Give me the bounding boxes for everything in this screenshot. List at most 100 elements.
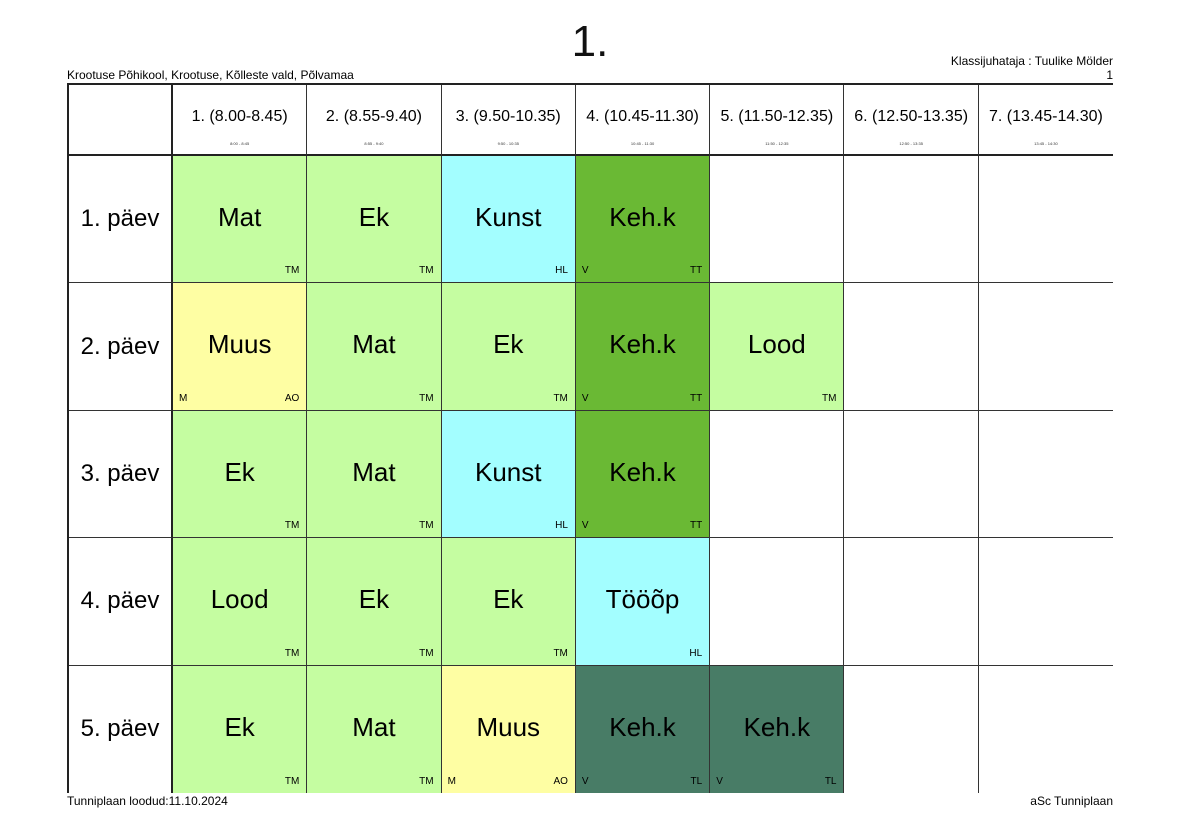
lesson-subject: Ek <box>224 711 255 742</box>
lesson-subject: Ek <box>358 584 390 615</box>
period-header: 7. (13.45-14.30) 13:45 - 14:30 <box>978 85 1114 156</box>
lesson-teacher: HL <box>689 647 703 659</box>
lesson-cell: Tööõp HL <box>575 538 711 666</box>
lesson-cell: Kunst HL <box>441 156 576 284</box>
lesson-cell: Muus M AO <box>173 283 308 411</box>
lesson-cell: Ek TM <box>173 665 308 793</box>
lesson-teacher: HL <box>555 265 568 277</box>
lesson-teacher: TL <box>824 775 837 787</box>
period-label: 6. (12.50-13.35) <box>854 108 969 125</box>
period-header: 3. (9.50-10.35) 9:50 - 10:35 <box>441 85 576 156</box>
day-label: 4. päev <box>80 587 160 615</box>
lesson-cell: Ek TM <box>307 538 442 666</box>
period-time-small: 9:50 - 10:35 <box>497 141 519 146</box>
day-label: 3. päev <box>80 459 160 487</box>
lesson-subject: Muus <box>207 329 272 360</box>
lesson-subject: Keh.k <box>609 202 676 232</box>
lesson-subject: Lood <box>747 329 806 360</box>
lesson-cell: Muus M AO <box>441 665 576 793</box>
lesson-teacher: HL <box>555 520 568 532</box>
empty-slot <box>844 410 979 539</box>
lesson-subject: Mat <box>217 202 262 232</box>
lesson-teacher: TM <box>822 392 837 404</box>
period-time-small: 10:45 - 11:30 <box>630 141 655 146</box>
lesson-teacher: TM <box>284 775 300 787</box>
period-header: 6. (12.50-13.35) 12:50 - 13:35 <box>844 85 979 156</box>
page-number: 1 <box>1106 68 1113 82</box>
empty-slot <box>710 410 845 539</box>
lesson-teacher: TM <box>419 520 434 532</box>
page-title: 1. <box>571 17 609 66</box>
lesson-cell: Keh.k V TT <box>575 156 711 284</box>
lesson-subject: Muus <box>476 711 541 742</box>
lesson-subject: Mat <box>352 456 396 487</box>
lesson-subject: Mat <box>352 711 396 742</box>
lesson-cell: Ek TM <box>441 283 576 411</box>
empty-slot <box>978 538 1114 666</box>
lesson-cell: Lood TM <box>173 538 308 666</box>
lesson-teacher: TM <box>419 775 434 787</box>
day-label: 1. päev <box>80 205 160 233</box>
lesson-teacher: TM <box>284 647 300 659</box>
day-header: 4. päev <box>69 538 173 666</box>
lesson-subject: Keh.k <box>609 329 676 360</box>
lesson-room: M <box>179 392 188 404</box>
day-header: 3. päev <box>69 410 173 539</box>
lesson-cell: Keh.k V TL <box>710 665 845 793</box>
lesson-teacher: TL <box>690 775 703 787</box>
lesson-teacher: TT <box>689 392 703 404</box>
lesson-cell: Ek TM <box>441 538 576 666</box>
lesson-subject: Keh.k <box>743 711 811 742</box>
period-header: 1. (8.00-8.45) 8:00 - 8:45 <box>173 85 308 156</box>
period-label: 2. (8.55-9.40) <box>325 108 422 125</box>
timetable-grid: 1. (8.00-8.45) 8:00 - 8:45 2. (8.55-9.40) 8… <box>67 83 1114 793</box>
day-header: 5. päev <box>69 665 173 793</box>
empty-slot <box>844 283 979 411</box>
empty-slot <box>844 156 979 284</box>
footer-software: aSc Tunniplaan <box>1030 794 1113 808</box>
day-header: 1. päev <box>69 156 173 284</box>
lesson-cell: Ek TM <box>307 156 442 284</box>
lesson-cell: Lood TM <box>710 283 845 411</box>
empty-slot <box>978 156 1114 284</box>
period-label: 5. (11.50-12.35) <box>720 108 834 125</box>
empty-slot <box>978 283 1114 411</box>
lesson-subject: Keh.k <box>609 456 676 487</box>
period-header: 4. (10.45-11.30) 10:45 - 11:30 <box>575 85 711 156</box>
day-label: 2. päev <box>80 332 160 360</box>
lesson-subject: Keh.k <box>609 711 676 742</box>
lesson-subject: Mat <box>352 329 396 360</box>
lesson-room: V <box>716 775 723 787</box>
lesson-teacher: TM <box>419 392 434 404</box>
period-time-small: 12:50 - 13:35 <box>899 141 923 146</box>
lesson-cell: Mat TM <box>307 410 442 539</box>
period-time-small: 13:45 - 14:30 <box>1034 141 1058 146</box>
lesson-teacher: AO <box>284 392 300 404</box>
lesson-subject: Lood <box>210 584 269 615</box>
lesson-teacher: TM <box>553 392 568 404</box>
period-header: 5. (11.50-12.35) 11:50 - 12:35 <box>710 85 845 156</box>
lesson-teacher: TM <box>553 647 568 659</box>
period-time-small: 8:55 - 9:40 <box>364 141 384 146</box>
period-time-small: 11:50 - 12:35 <box>765 141 789 146</box>
period-label: 3. (9.50-10.35) <box>455 108 561 125</box>
lesson-teacher: TT <box>689 520 703 532</box>
lesson-subject: Ek <box>493 329 524 360</box>
day-label: 5. päev <box>80 715 160 743</box>
lesson-cell: Kunst HL <box>441 410 576 539</box>
lesson-teacher: TM <box>284 520 300 532</box>
lesson-teacher: TM <box>419 265 434 277</box>
lesson-cell: Keh.k V TT <box>575 410 711 539</box>
lesson-cell: Keh.k V TL <box>575 665 711 793</box>
lesson-subject: Kunst <box>474 202 542 232</box>
empty-slot <box>710 538 845 666</box>
period-label: 1. (8.00-8.45) <box>191 108 288 125</box>
lesson-room: V <box>581 520 589 532</box>
lesson-cell: Mat TM <box>307 665 442 793</box>
lesson-subject: Ek <box>224 456 255 487</box>
lesson-teacher: TT <box>689 265 703 277</box>
lesson-room: V <box>581 392 589 404</box>
empty-slot <box>978 410 1114 539</box>
lesson-teacher: AO <box>553 775 568 787</box>
day-header: 2. päev <box>69 283 173 411</box>
